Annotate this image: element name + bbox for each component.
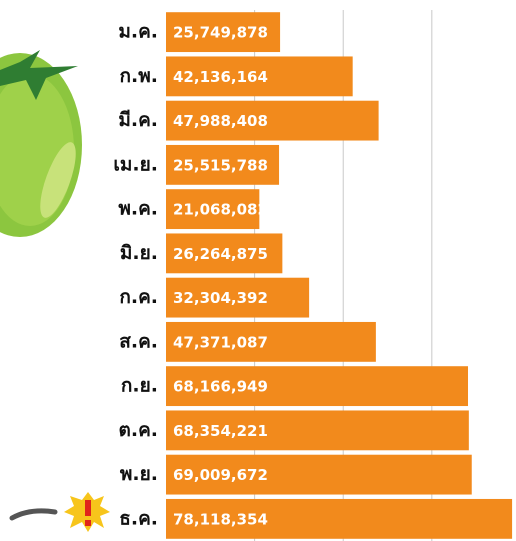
data-label: 42,136,164	[173, 68, 268, 86]
data-label: 78,118,354	[173, 510, 268, 528]
y-tick-label: เม.ย.	[113, 153, 158, 175]
data-label: 47,371,087	[173, 333, 268, 351]
y-tick-label: ส.ค.	[119, 330, 158, 352]
y-tick-label: ม.ค.	[118, 21, 158, 43]
data-label: 68,354,221	[173, 422, 268, 440]
page: ม.ค. 25,749,878 ก.พ. 42,136,164 มี.ค. 47,988,…	[0, 0, 516, 541]
data-label: 25,749,878	[173, 24, 268, 42]
y-tick-label: มี.ค.	[118, 109, 158, 131]
data-label: 47,988,408	[173, 112, 268, 130]
y-tick-label: พ.ค.	[118, 198, 158, 220]
y-tick-label: มิ.ย.	[120, 242, 158, 264]
y-tick-label: ต.ค.	[119, 419, 158, 441]
y-tick-label: พ.ย.	[120, 463, 158, 485]
data-label: 32,304,392	[173, 289, 268, 307]
y-tick-label: ก.ย.	[121, 375, 158, 397]
data-label: 21,068,082	[173, 201, 268, 219]
y-tick-label: ธ.ค.	[119, 507, 158, 529]
chart: ม.ค. 25,749,878 ก.พ. 42,136,164 มี.ค. 47,988,…	[0, 0, 516, 541]
data-label: 25,515,788	[173, 156, 268, 174]
y-tick-label: ก.พ.	[120, 65, 158, 87]
data-label: 69,009,672	[173, 466, 268, 484]
decoration-fruit	[0, 50, 83, 237]
y-tick-label: ก.ค.	[119, 286, 158, 308]
data-label: 26,264,875	[173, 245, 268, 263]
decoration-warning	[12, 492, 110, 532]
data-label: 68,166,949	[173, 378, 268, 396]
